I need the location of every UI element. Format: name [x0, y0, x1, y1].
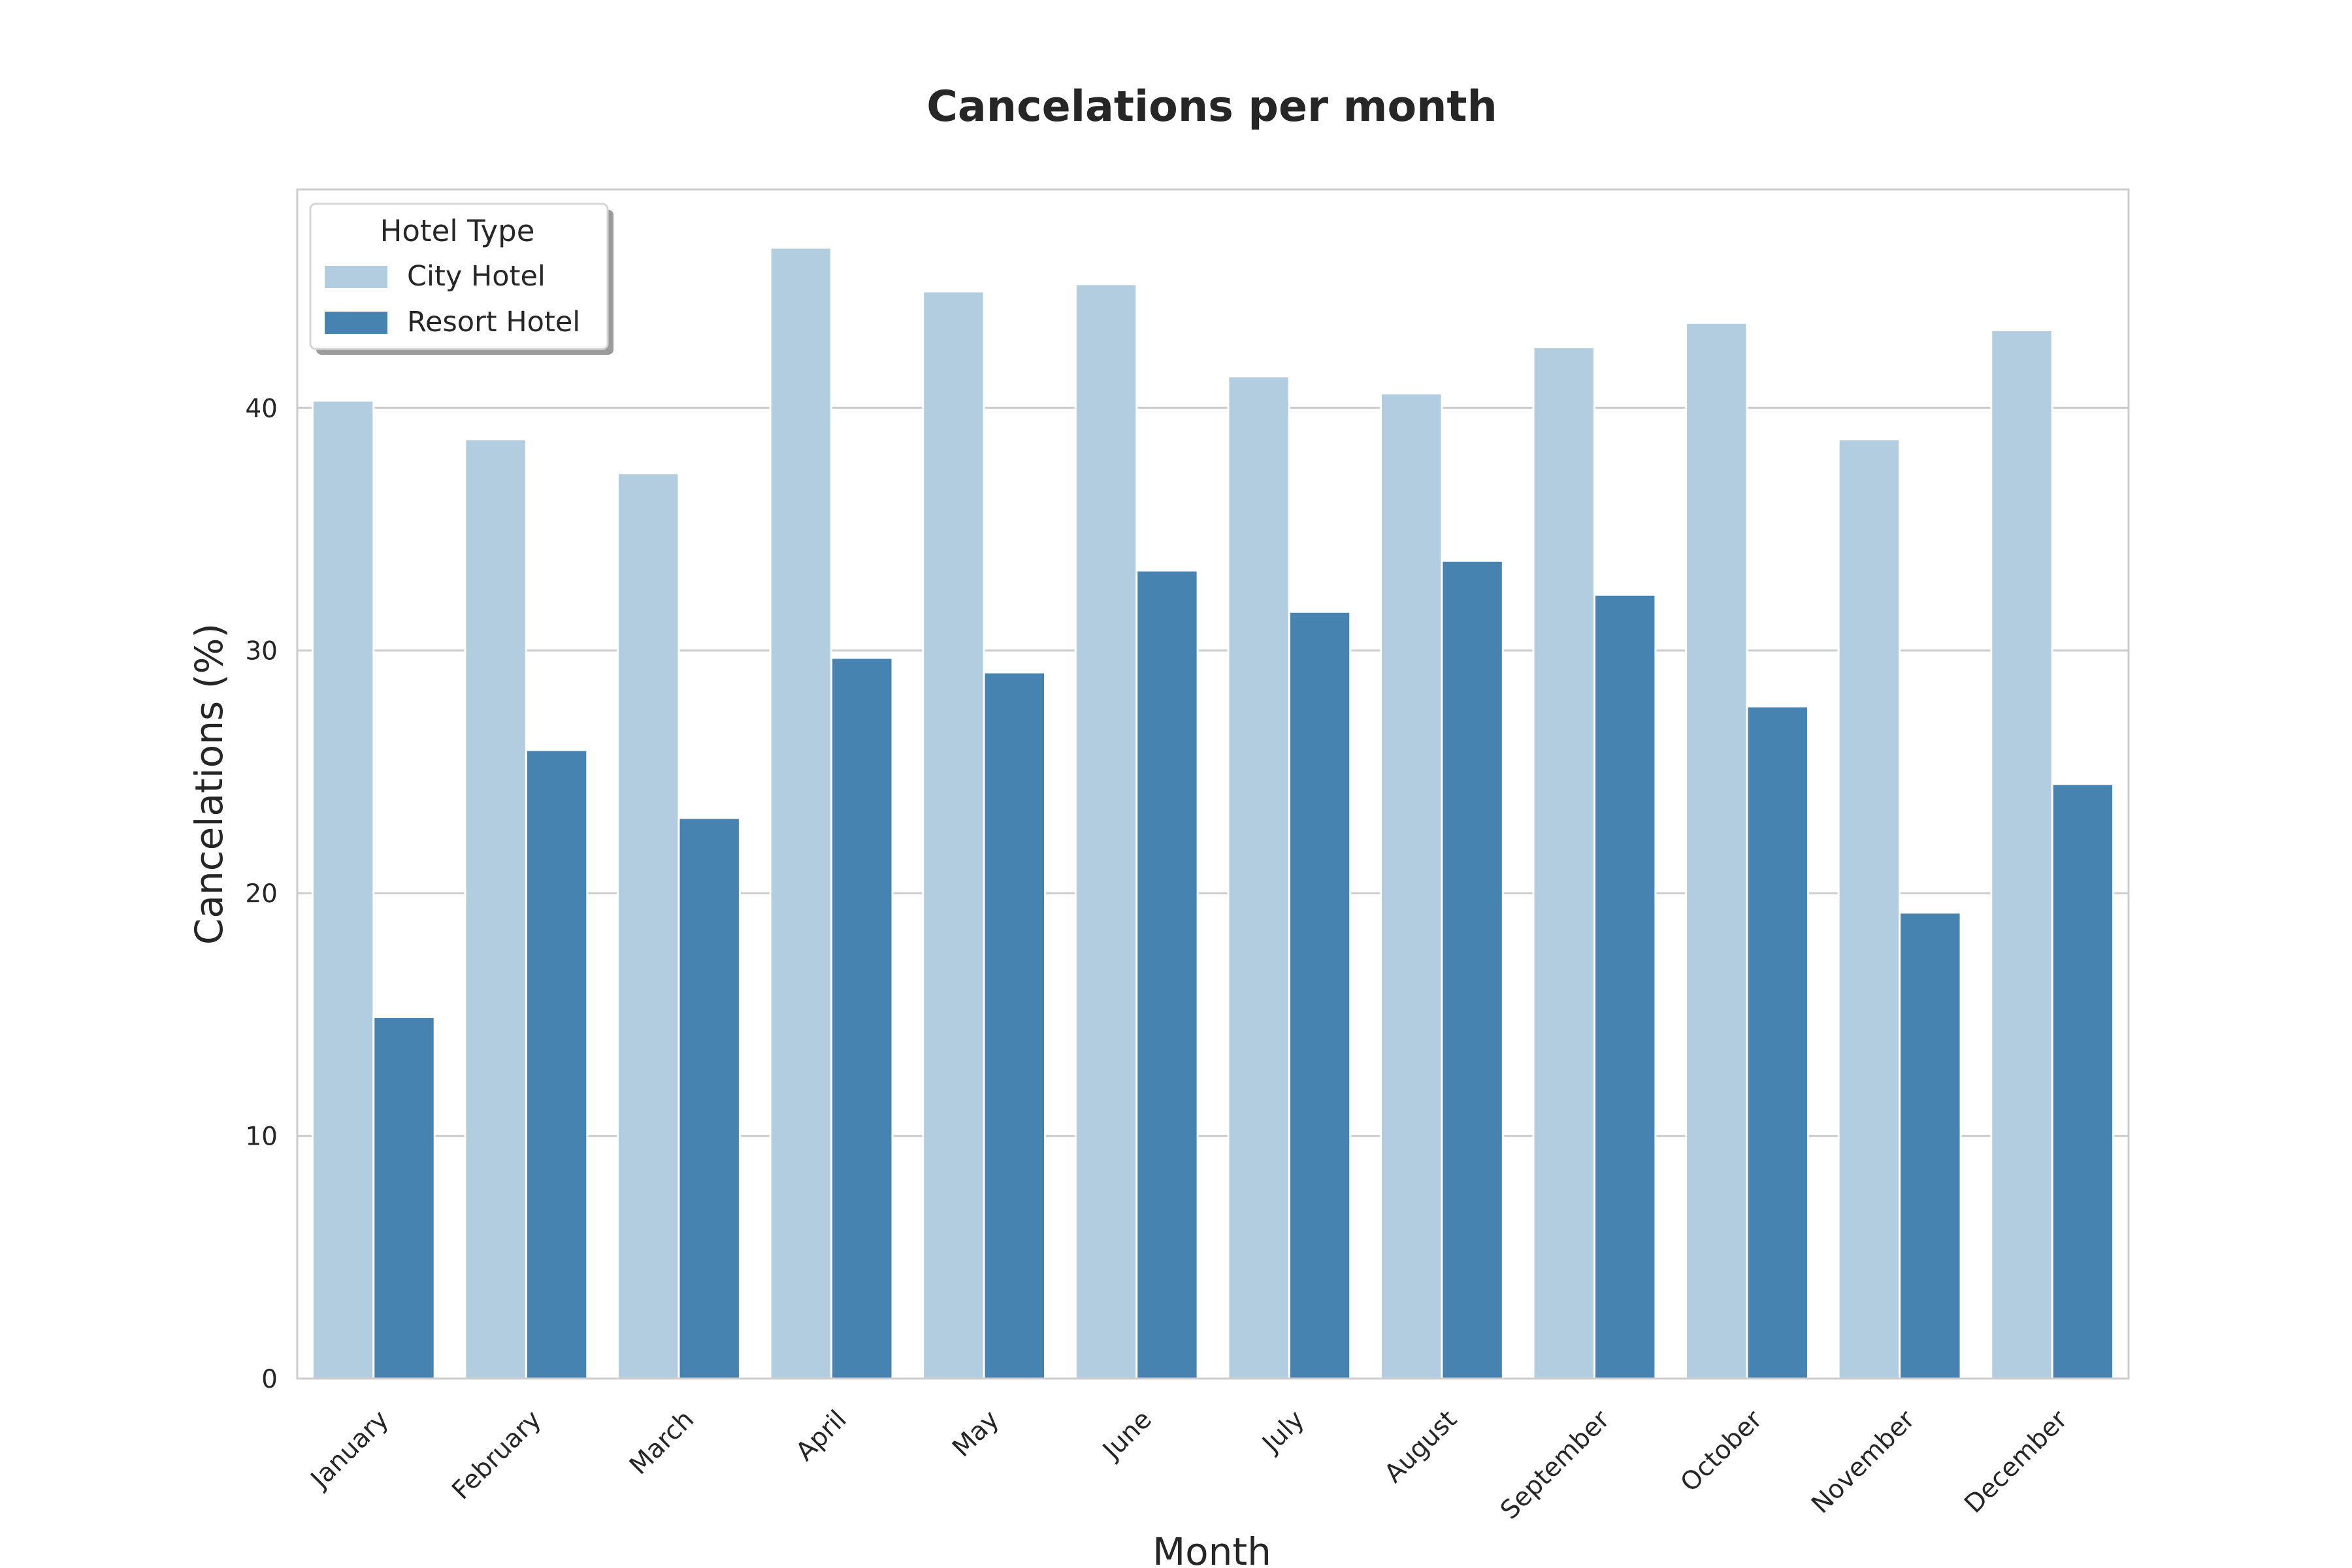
y-axis-label: Cancelations (%) [187, 623, 231, 945]
y-tick-label: 30 [245, 637, 278, 666]
bar-resort-hotel-january[interactable] [372, 1016, 436, 1380]
y-tick-labels: 0 10 20 30 40 [245, 394, 278, 1394]
x-tick-label: January [304, 1405, 394, 1495]
bar-city-hotel-january[interactable] [311, 399, 375, 1380]
legend-swatch-city-hotel [325, 266, 387, 288]
x-tick-label: September [1495, 1405, 1616, 1526]
bar-resort-hotel-july[interactable] [1288, 610, 1352, 1380]
y-tick-label: 20 [245, 879, 278, 909]
bar-city-hotel-july[interactable] [1227, 375, 1290, 1380]
x-tick-label: April [791, 1405, 853, 1467]
bar-resort-hotel-april[interactable] [830, 657, 894, 1380]
plot-frame [296, 188, 2130, 1380]
bar-resort-hotel-february[interactable] [525, 749, 589, 1380]
legend-label-resort-hotel[interactable]: Resort Hotel [407, 306, 580, 338]
bar-resort-hotel-november[interactable] [1899, 911, 1962, 1380]
bar-city-hotel-august[interactable] [1379, 392, 1443, 1380]
bar-resort-hotel-june[interactable] [1135, 569, 1199, 1380]
bar-city-hotel-april[interactable] [769, 246, 833, 1380]
legend-label-city-hotel[interactable]: City Hotel [407, 260, 546, 293]
bar-resort-hotel-december[interactable] [2051, 783, 2115, 1380]
bar-city-hotel-december[interactable] [1990, 329, 2053, 1380]
bar-city-hotel-may[interactable] [922, 290, 985, 1380]
legend-title: Hotel Type [380, 214, 535, 248]
x-tick-label: August [1379, 1405, 1463, 1488]
x-tick-label: July [1256, 1405, 1311, 1460]
x-tick-label: October [1675, 1405, 1769, 1498]
legend-swatch-resort-hotel [325, 312, 387, 334]
bar-resort-hotel-may[interactable] [983, 671, 1047, 1380]
bar-city-hotel-march[interactable] [617, 472, 680, 1380]
bar-resort-hotel-september[interactable] [1593, 593, 1657, 1380]
legend[interactable]: Hotel Type City Hotel Resort Hotel [309, 203, 613, 355]
bar-city-hotel-september[interactable] [1532, 346, 1595, 1380]
y-tick-label: 0 [261, 1365, 278, 1394]
bar-city-hotel-february[interactable] [464, 438, 527, 1380]
bar-city-hotel-october[interactable] [1685, 321, 1748, 1380]
bar-resort-hotel-october[interactable] [1746, 705, 1809, 1380]
x-tick-label: March [624, 1405, 700, 1480]
x-axis-label: Month [1152, 1529, 1271, 1568]
bar-city-hotel-june[interactable] [1074, 283, 1138, 1380]
x-tick-label: February [446, 1405, 547, 1505]
y-tick-label: 10 [245, 1122, 278, 1152]
bar-resort-hotel-march[interactable] [678, 817, 741, 1380]
x-tick-label: May [947, 1405, 1005, 1463]
x-tick-labels: January February March April May June July Augu… [304, 1405, 2074, 1526]
bars [311, 246, 2115, 1380]
bar-resort-hotel-august[interactable] [1441, 559, 1504, 1380]
y-tick-label: 40 [245, 394, 278, 423]
chart-title: Cancelations per month [926, 82, 1497, 131]
plot-border [296, 188, 2130, 1380]
x-tick-label: November [1806, 1405, 1921, 1520]
bar-city-hotel-november[interactable] [1837, 438, 1901, 1380]
x-tick-label: December [1959, 1405, 2074, 1520]
x-tick-label: June [1096, 1405, 1158, 1466]
